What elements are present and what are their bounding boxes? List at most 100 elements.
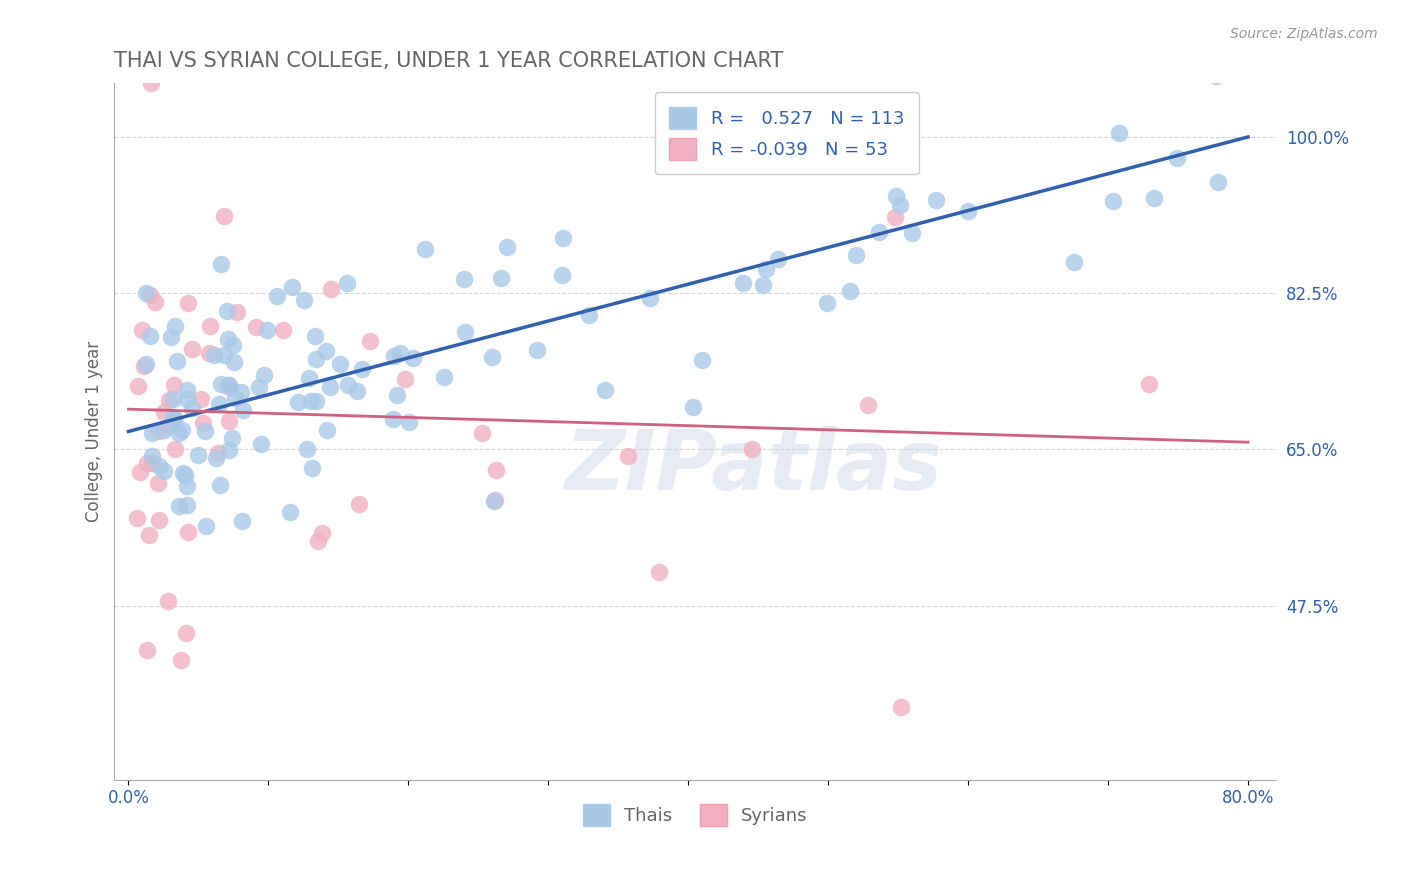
Point (352, 362, 374, 376)
Point (139, 288, 162, 302)
Point (402, 351, 425, 366)
Point (755, 261, 778, 276)
Point (385, 388, 408, 402)
Y-axis label: College, Under 1 year: College, Under 1 year (86, 341, 103, 522)
Point (890, 700, 912, 714)
Point (253, 368, 276, 382)
Point (181, 401, 204, 416)
Point (205, 451, 228, 466)
Point (176, 383, 198, 397)
Point (163, 318, 186, 333)
Point (217, 304, 239, 318)
Point (176, 498, 198, 512)
Point (281, 280, 304, 294)
Text: Source: ZipAtlas.com: Source: ZipAtlas.com (1230, 27, 1378, 41)
Point (198, 346, 221, 360)
Point (218, 442, 240, 457)
Point (157, 419, 180, 434)
Point (131, 323, 153, 337)
Point (682, 400, 704, 414)
Point (1205, 70, 1227, 84)
Point (484, 492, 506, 507)
Point (222, 338, 245, 352)
Point (143, 295, 166, 310)
Point (167, 425, 190, 440)
Point (304, 351, 326, 366)
Point (551, 231, 574, 245)
Point (191, 416, 214, 430)
Point (152, 464, 174, 478)
Point (148, 476, 170, 491)
Point (1143, 191, 1166, 205)
Point (232, 402, 254, 417)
Point (884, 189, 907, 203)
Point (172, 466, 194, 480)
Point (209, 257, 232, 271)
Point (157, 593, 180, 607)
Point (298, 371, 321, 385)
Point (453, 272, 475, 286)
Point (433, 370, 456, 384)
Point (347, 497, 370, 511)
Point (177, 525, 200, 540)
Point (163, 412, 186, 426)
Point (132, 359, 155, 374)
Point (224, 391, 246, 405)
Point (845, 248, 868, 262)
Point (170, 423, 193, 437)
Point (384, 349, 406, 363)
Point (202, 348, 225, 362)
Point (359, 334, 381, 348)
Point (1108, 126, 1130, 140)
Point (319, 281, 342, 295)
Point (141, 449, 163, 463)
Point (245, 319, 267, 334)
Point (839, 284, 862, 298)
Point (250, 437, 273, 451)
Point (318, 380, 340, 394)
Point (301, 460, 323, 475)
Point (129, 465, 152, 479)
Point (148, 424, 170, 438)
Point (167, 500, 190, 514)
Point (1094, 59, 1116, 73)
Point (278, 505, 301, 519)
Point (957, 204, 980, 219)
Point (141, 456, 163, 470)
Point (311, 525, 333, 540)
Point (170, 653, 193, 667)
Point (491, 270, 513, 285)
Point (209, 376, 232, 391)
Point (174, 468, 197, 483)
Point (299, 394, 322, 409)
Point (200, 319, 222, 334)
Point (335, 276, 357, 290)
Point (166, 353, 188, 368)
Point (217, 378, 239, 392)
Point (231, 514, 253, 528)
Point (394, 372, 416, 386)
Point (413, 242, 436, 256)
Point (176, 479, 198, 493)
Point (148, 459, 170, 474)
Point (208, 397, 231, 411)
Point (217, 332, 239, 346)
Point (648, 565, 671, 579)
Point (295, 442, 318, 456)
Point (901, 226, 924, 240)
Point (194, 424, 217, 438)
Point (165, 442, 187, 456)
Text: ZIPatlas: ZIPatlas (564, 425, 942, 507)
Point (135, 285, 157, 300)
Point (209, 478, 232, 492)
Point (247, 380, 270, 394)
Point (218, 380, 240, 394)
Point (316, 423, 339, 437)
Point (768, 252, 790, 266)
Point (195, 519, 218, 533)
Point (593, 383, 616, 397)
Point (135, 643, 157, 657)
Point (868, 225, 890, 239)
Point (163, 377, 186, 392)
Point (148, 514, 170, 528)
